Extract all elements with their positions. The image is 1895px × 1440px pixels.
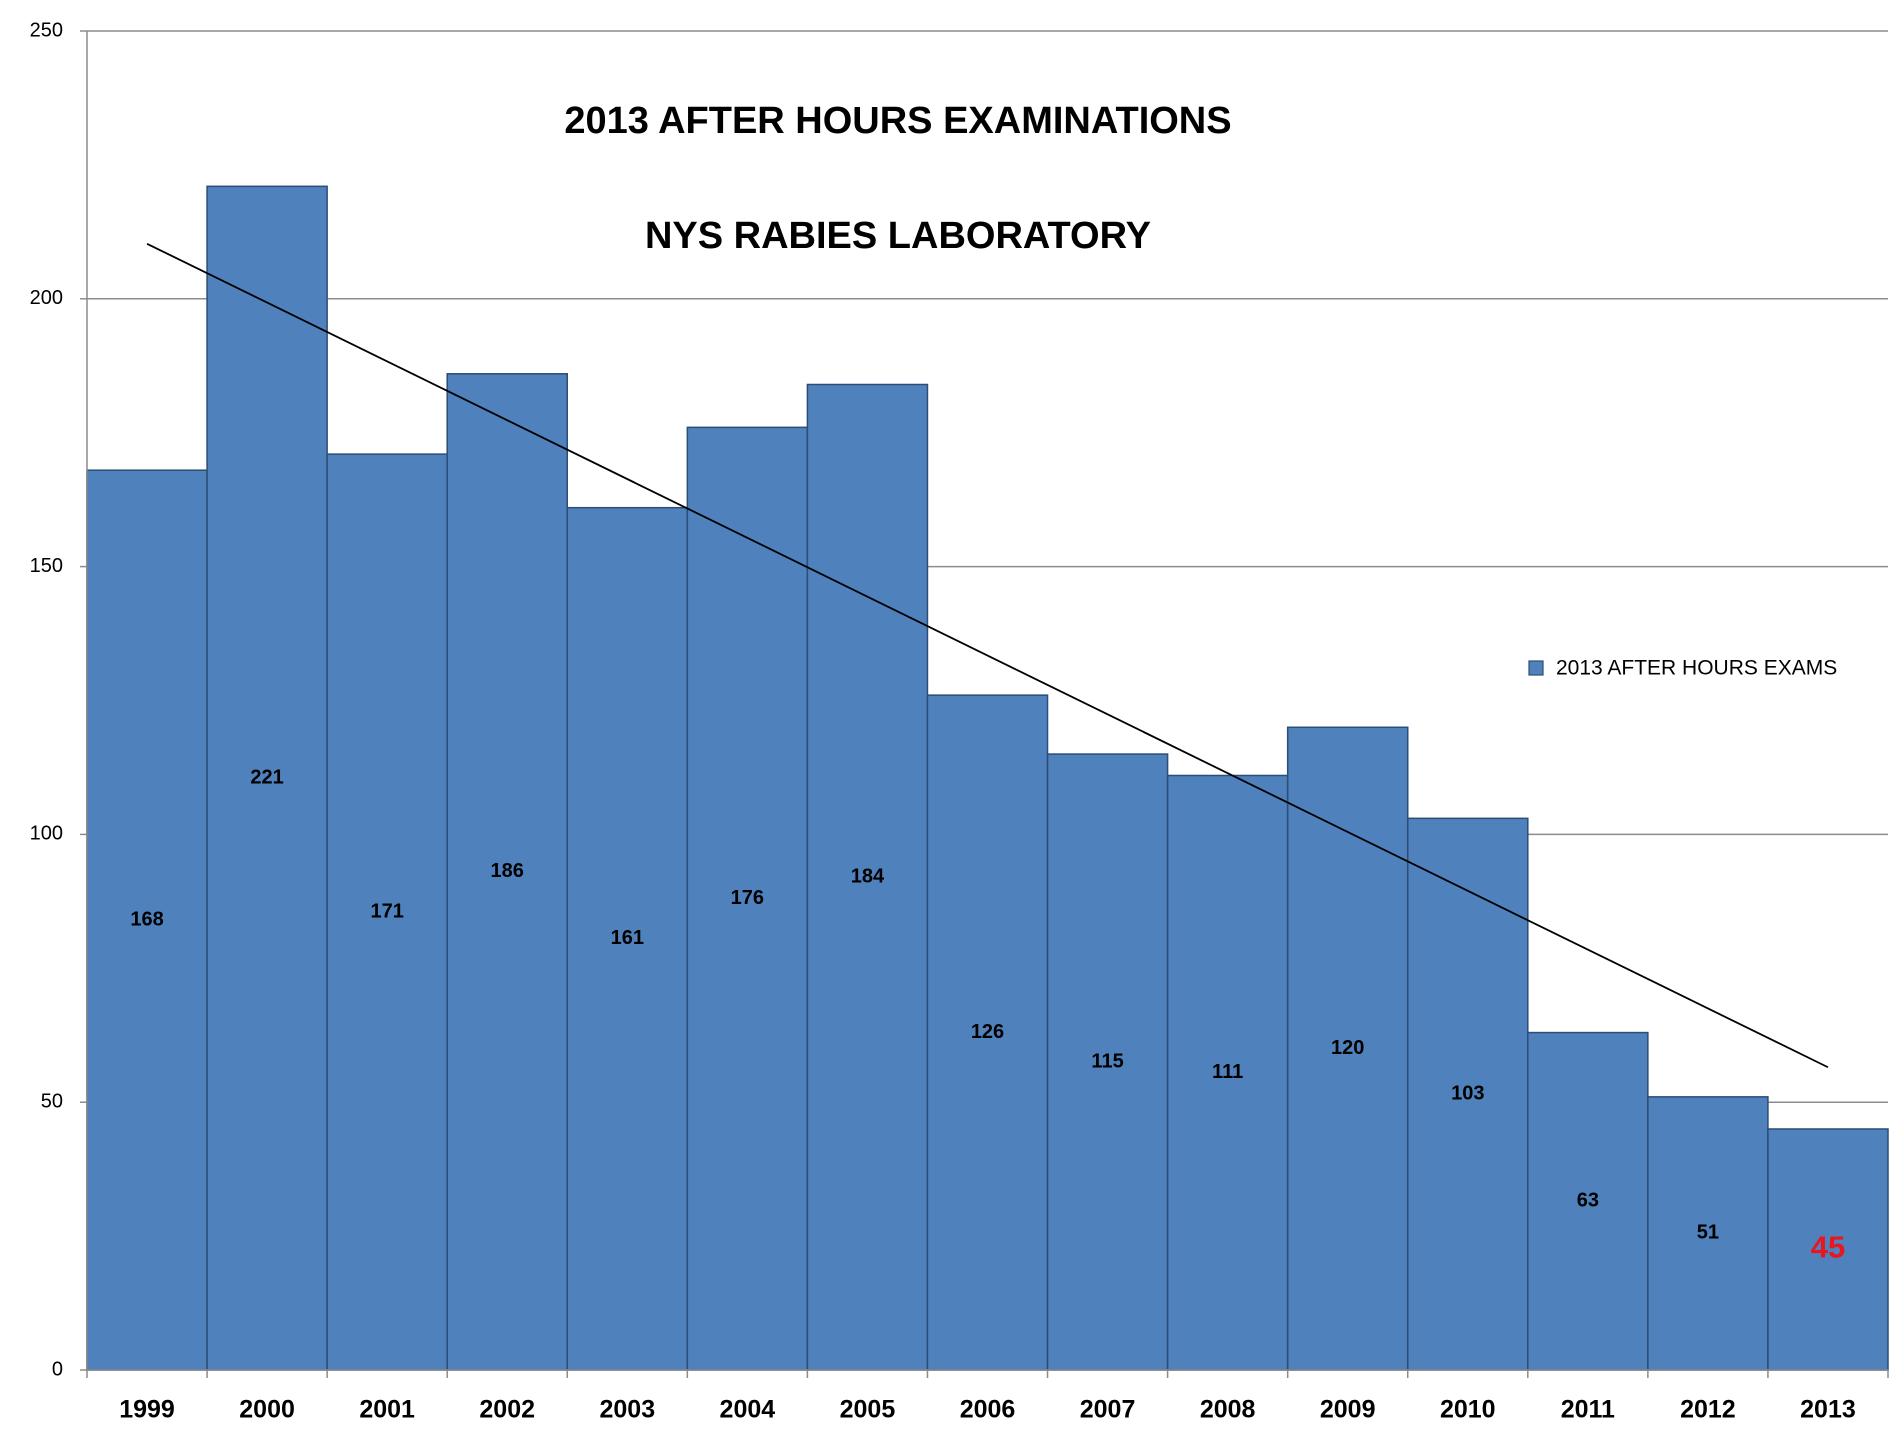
x-tick-label: 2013 bbox=[1800, 1396, 1856, 1424]
bar bbox=[566, 506, 689, 1371]
bar bbox=[326, 453, 448, 1371]
legend-swatch bbox=[1528, 660, 1544, 676]
y-tick-label: 150 bbox=[30, 555, 63, 577]
x-tick-label: 2001 bbox=[359, 1396, 415, 1424]
data-label: 51 bbox=[1697, 1222, 1719, 1244]
x-tick-label: 1999 bbox=[119, 1396, 175, 1424]
data-label: 221 bbox=[250, 766, 283, 788]
data-label: 103 bbox=[1451, 1082, 1484, 1104]
x-tick-label: 2007 bbox=[1080, 1396, 1136, 1424]
data-label: 186 bbox=[491, 860, 524, 882]
x-tick-label: 2010 bbox=[1440, 1396, 1496, 1424]
x-tick-label: 2011 bbox=[1561, 1396, 1615, 1424]
data-label: 63 bbox=[1577, 1190, 1599, 1212]
y-tick-label: 0 bbox=[52, 1358, 63, 1380]
bar bbox=[1527, 1031, 1649, 1371]
bar bbox=[1767, 1128, 1889, 1371]
data-label: 45 bbox=[1811, 1230, 1845, 1265]
x-tick-label: 2004 bbox=[720, 1396, 776, 1424]
y-tick-label: 200 bbox=[30, 287, 63, 309]
bar bbox=[1647, 1096, 1769, 1371]
x-tick-label: 2002 bbox=[479, 1396, 535, 1424]
data-label: 115 bbox=[1091, 1050, 1123, 1072]
legend-label: 2013 AFTER HOURS EXAMS bbox=[1556, 657, 1837, 680]
chart-subtitle: NYS RABIES LABORATORY bbox=[645, 215, 1151, 257]
bar bbox=[1166, 774, 1289, 1371]
data-label: 171 bbox=[370, 900, 403, 922]
y-tick-label: 100 bbox=[30, 823, 63, 845]
data-label: 111 bbox=[1212, 1061, 1243, 1083]
data-label: 168 bbox=[130, 908, 163, 930]
y-tick-label: 250 bbox=[30, 19, 63, 41]
data-label: 161 bbox=[611, 927, 644, 949]
x-tick-label: 2009 bbox=[1320, 1396, 1376, 1424]
x-tick-label: 2003 bbox=[599, 1396, 655, 1424]
bar bbox=[1046, 753, 1169, 1371]
x-tick-label: 2012 bbox=[1680, 1396, 1736, 1424]
bar bbox=[86, 469, 208, 1371]
x-tick-label: 2005 bbox=[840, 1396, 896, 1424]
data-label: 184 bbox=[851, 866, 885, 888]
bar bbox=[686, 426, 809, 1371]
bar bbox=[806, 383, 929, 1371]
data-label: 120 bbox=[1331, 1037, 1364, 1059]
data-label: 176 bbox=[731, 887, 764, 909]
bar bbox=[446, 373, 569, 1371]
x-tick-label: 2000 bbox=[239, 1396, 295, 1424]
trend-line bbox=[146, 242, 1829, 1069]
data-label: 126 bbox=[971, 1021, 1004, 1043]
bar bbox=[206, 185, 328, 1371]
chart-title: 2013 AFTER HOURS EXAMINATIONS bbox=[564, 100, 1231, 142]
bar bbox=[1286, 726, 1409, 1371]
y-tick-label: 50 bbox=[41, 1090, 63, 1112]
x-tick-label: 2008 bbox=[1200, 1396, 1256, 1424]
x-tick-label: 2006 bbox=[960, 1396, 1016, 1424]
